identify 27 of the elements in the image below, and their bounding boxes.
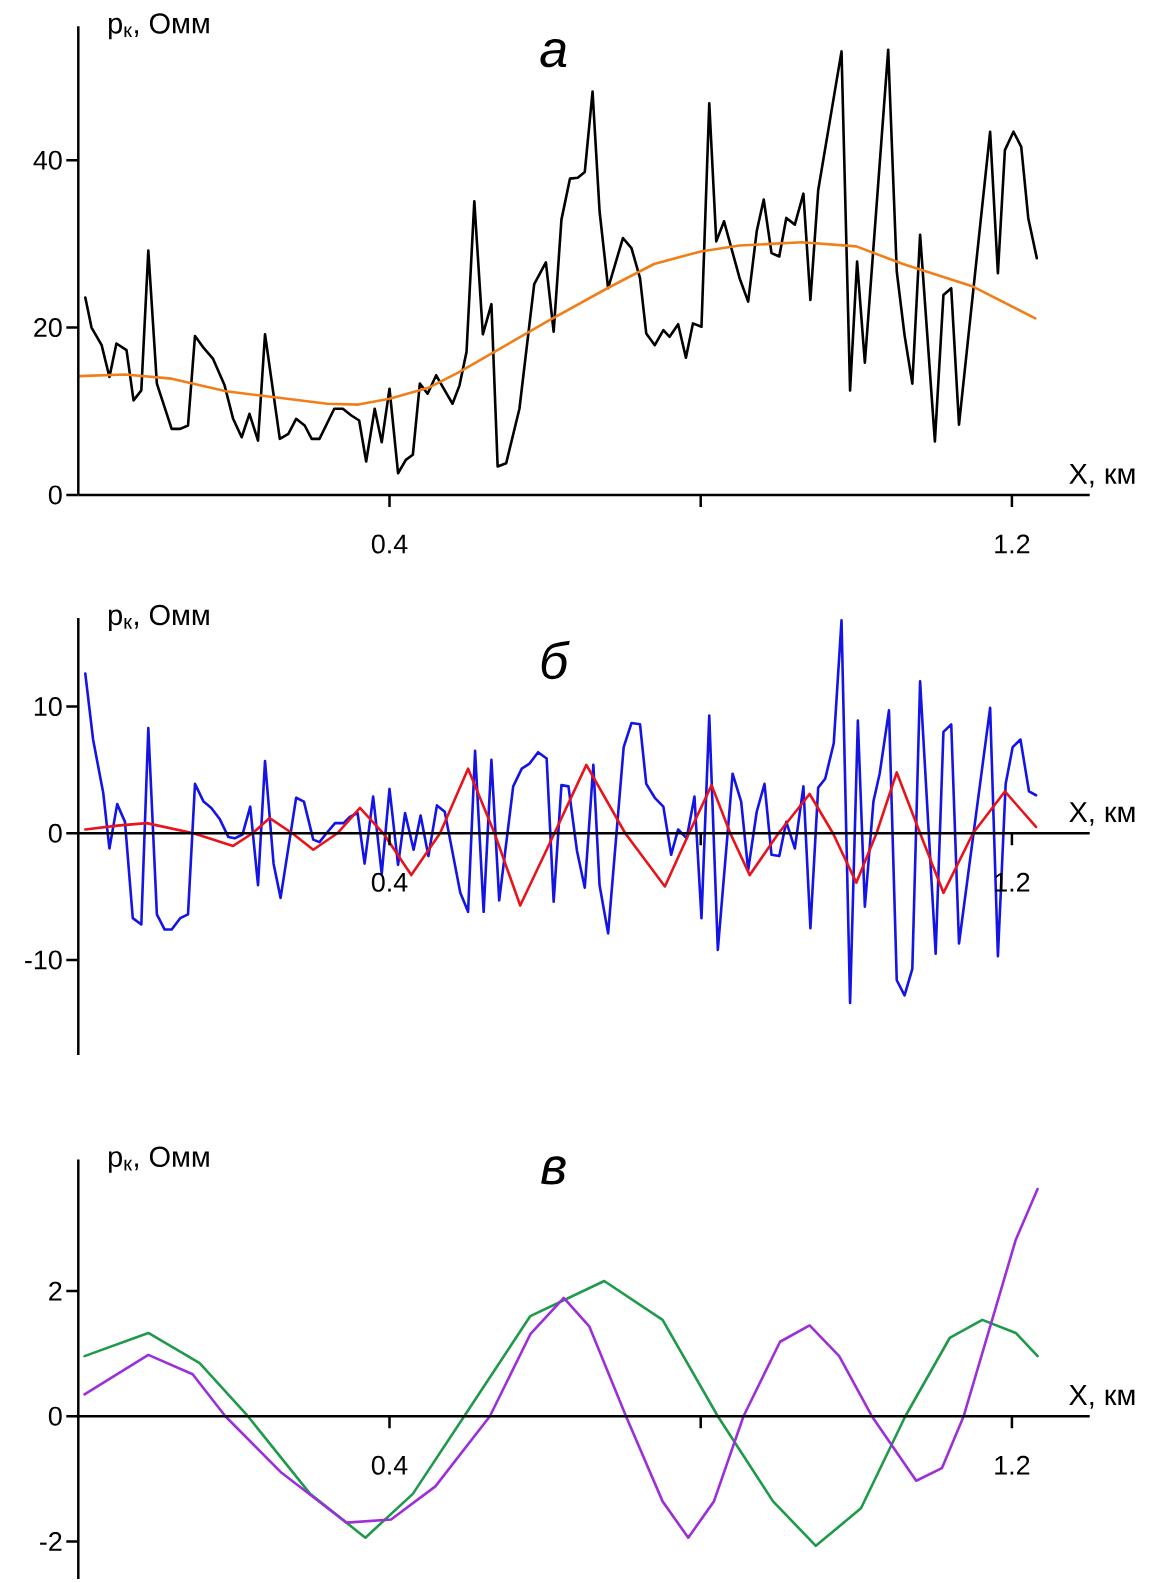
chart-title: в [541,1156,566,1185]
y-tick-label: 40 [33,150,62,170]
y-axis-title: р$_{к}$, Омм [108,1146,209,1173]
y-tick-label: 0 [48,1406,62,1426]
x-axis-title: X, км [1069,1385,1135,1409]
x-tick-label: 1.2 [995,534,1030,554]
y-tick-label: 20 [34,318,62,338]
x-tick-label: 0.4 [371,872,408,892]
y-tick-label: 2 [49,1281,62,1301]
y-tick-label: 0 [48,823,62,843]
y-tick-label: 10 [34,697,62,717]
y-axis-title: р$_{к}$, Омм [108,13,209,40]
x-axis-title: X, км [1069,463,1135,488]
line-series [83,1279,1039,1548]
x-tick-label: 0.4 [371,534,408,554]
line-series [78,240,1037,406]
x-tick-label: 1.2 [995,1455,1030,1475]
line-series [84,763,1038,907]
y-axis-title: р$_{к}$, Омм [108,604,209,631]
y-tick-label: -2 [40,1532,62,1551]
y-tick-label: -10 [25,950,62,970]
line-series [83,1187,1039,1539]
chart-title: а [540,38,567,68]
x-axis-title: X, км [1069,802,1135,826]
y-tick-label: 0 [48,485,62,505]
x-tick-label: 0.4 [371,1455,408,1475]
chart-title: б [541,640,570,680]
